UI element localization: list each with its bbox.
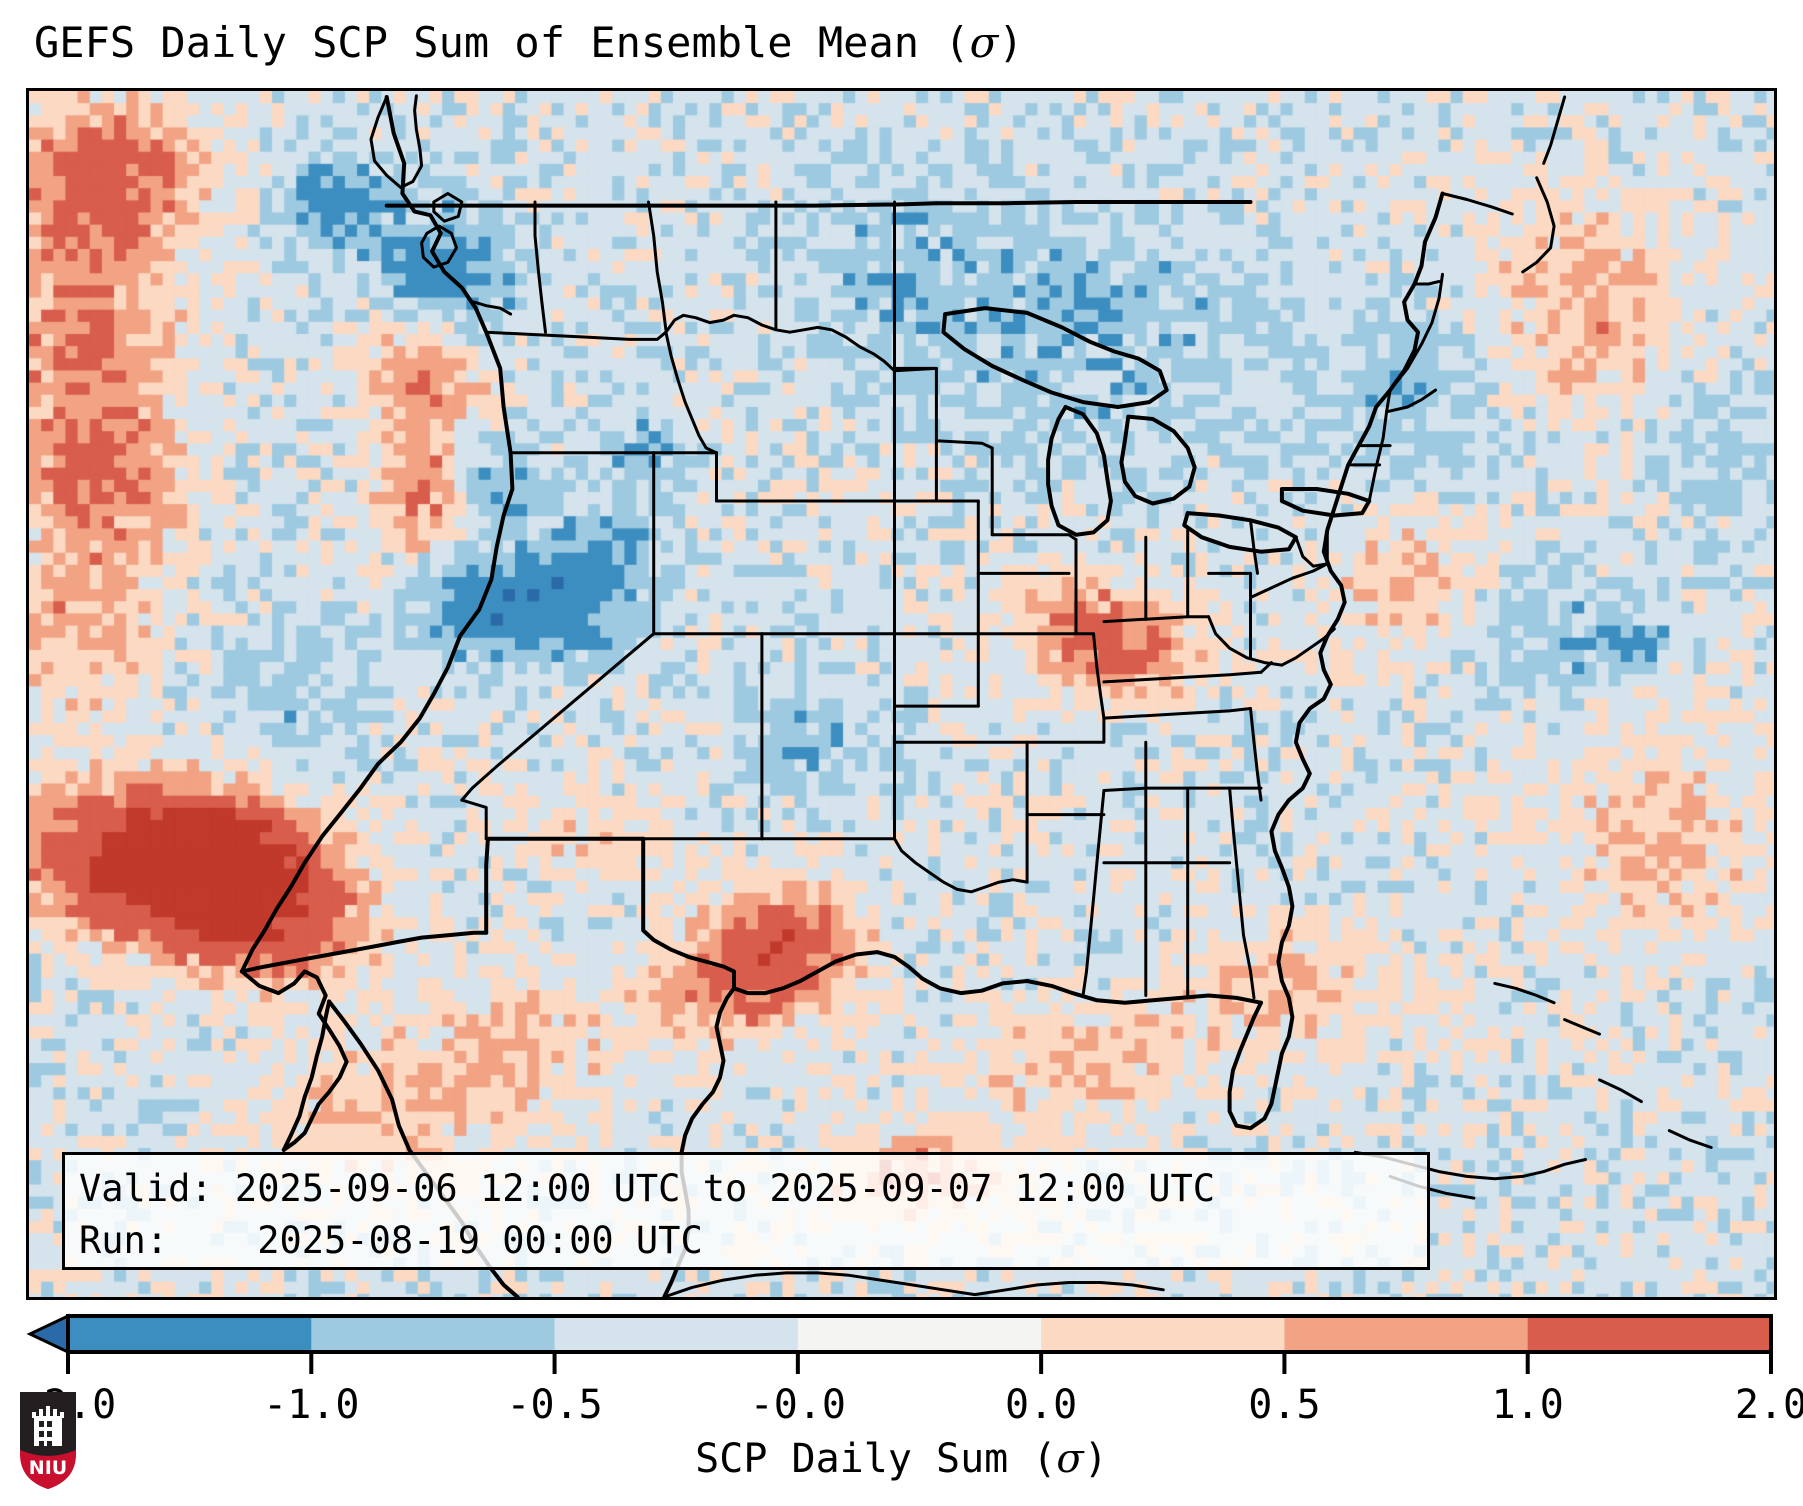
page-title-suffix: ) (998, 18, 1024, 67)
scp-heatmap-canvas (29, 91, 1774, 1297)
colorbar-tick-label-2: -0.5 (506, 1382, 603, 1428)
colorbar-segment-4[interactable] (1041, 1316, 1286, 1352)
colorbar-tick-label-4: 0.0 (1005, 1382, 1078, 1428)
colorbar-tick-label-1: -1.0 (263, 1382, 360, 1428)
page-title-text: GEFS Daily SCP Sum of Ensemble Mean ( (34, 18, 970, 67)
colorbar-axis-label: SCP Daily Sum (σ) (0, 1436, 1803, 1482)
colorbar-tick-label-7: 2.0 (1734, 1382, 1803, 1428)
colorbar-segment-0[interactable] (68, 1316, 312, 1352)
colorbar-label-suffix: ) (1083, 1436, 1108, 1482)
valid-run-annotation: Valid: 2025-09-06 12:00 UTC to 2025-09-0… (62, 1152, 1430, 1270)
sigma-glyph: σ (969, 18, 999, 67)
colorbar-label-text: SCP Daily Sum ( (695, 1436, 1057, 1482)
colorbar-tick-label-5: 0.5 (1248, 1382, 1321, 1428)
colorbar-tick-label-3: -0.0 (749, 1382, 847, 1428)
niu-logo: NIU (20, 1392, 76, 1489)
colorbar-swatches[interactable] (26, 1312, 1777, 1378)
run-time-line: Run: 2025-08-19 00:00 UTC (79, 1219, 703, 1262)
colorbar-tick-labels: -2.0-1.0-0.5-0.00.00.51.02.0 (20, 1382, 1803, 1432)
colorbar-outline (66, 1314, 1773, 1354)
page-title: GEFS Daily SCP Sum of Ensemble Mean (σ) (34, 18, 1024, 67)
colorbar-segment-1[interactable] (311, 1316, 556, 1352)
niu-logo-text: NIU (29, 1457, 67, 1479)
colorbar-segment-3[interactable] (797, 1316, 1042, 1352)
colorbar-tick-label-6: 1.0 (1491, 1382, 1564, 1428)
colorbar-segment-2[interactable] (554, 1316, 799, 1352)
valid-time-line: Valid: 2025-09-06 12:00 UTC to 2025-09-0… (79, 1167, 1216, 1210)
colorbar-extend-under (26, 1313, 70, 1355)
colorbar-segment-5[interactable] (1284, 1316, 1529, 1352)
sigma-glyph-colorbar: σ (1056, 1436, 1084, 1482)
colorbar-segment-6[interactable] (1527, 1316, 1772, 1352)
colorbar[interactable] (26, 1312, 1777, 1374)
map-plot-area[interactable] (26, 88, 1777, 1300)
